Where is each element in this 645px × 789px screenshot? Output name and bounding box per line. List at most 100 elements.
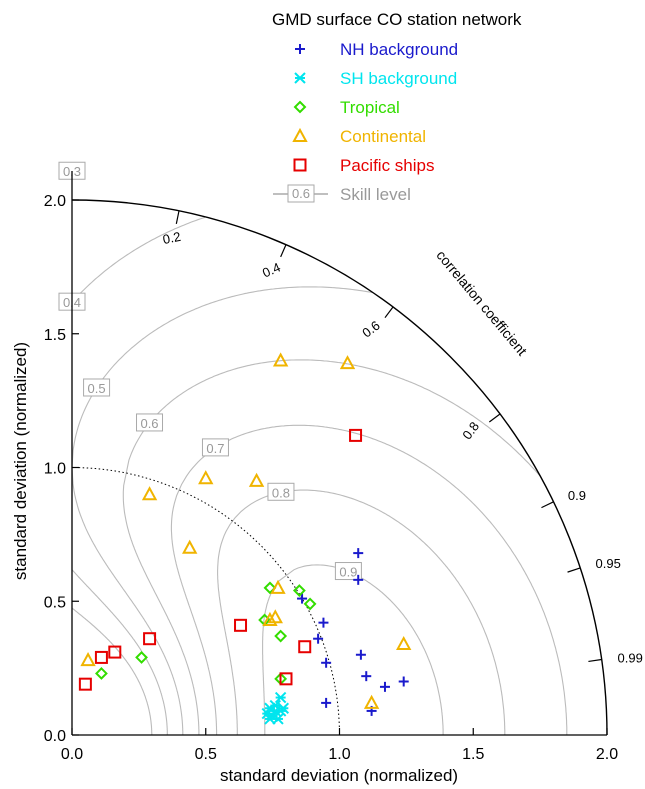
skill-label-text: 0.5	[88, 381, 106, 396]
correlation-tick-0.4	[280, 244, 287, 258]
point-pacific-ships-0	[349, 428, 363, 442]
reference-std-arc	[72, 467, 340, 735]
point-sh-background-9	[264, 702, 276, 714]
point-pacific-ships-7	[78, 677, 92, 691]
legend-entry-sh-background: SH background	[294, 69, 457, 88]
point-pacific-ships-2	[143, 632, 157, 646]
skill-label-0.7: 0.7	[201, 438, 229, 457]
skill-label-text: 0.6	[140, 416, 158, 431]
legend-skill-box	[287, 184, 315, 203]
legend-label-pacific-ships: Pacific ships	[340, 156, 434, 175]
correlation-tick-label-0.2: 0.2	[161, 229, 182, 247]
correlation-tick-label-0.9: 0.9	[568, 488, 586, 503]
correlation-tick-0.6	[384, 306, 394, 319]
skill-label-0.9: 0.9	[334, 562, 362, 581]
correlation-tick-label-0.99: 0.99	[618, 650, 643, 665]
correlation-tick-label-0.8: 0.8	[459, 419, 482, 442]
legend-entry-nh-background: NH background	[295, 40, 458, 59]
point-sh-background-6	[272, 713, 284, 725]
point-pacific-ships-5	[94, 650, 108, 664]
legend-marker-nh-background	[295, 44, 305, 54]
legend-entry-skill-level: 0.6 Skill level	[273, 184, 411, 204]
point-tropical-6	[95, 667, 108, 680]
skill-contour-0.8	[217, 489, 506, 735]
legend-skill-text: Skill level	[340, 185, 411, 204]
point-continental-3	[248, 472, 265, 487]
point-continental-0	[272, 352, 289, 367]
y-tick-label-0.0: 0.0	[44, 728, 66, 745]
point-nh-background-3	[318, 617, 329, 628]
skill-label-text: 0.8	[272, 485, 290, 500]
legend-marker-sh-background	[294, 72, 306, 84]
point-nh-background-6	[321, 657, 332, 668]
skill-label-box	[136, 413, 164, 432]
x-tick-label-0.0: 0.0	[61, 746, 83, 763]
correlation-tick-0.8	[488, 413, 501, 423]
point-nh-background-1	[353, 574, 364, 585]
point-pacific-ships-4	[108, 645, 122, 659]
legend-title: GMD surface CO station network	[272, 10, 522, 29]
y-tick-label-1.0: 1.0	[44, 461, 66, 478]
skill-label-box	[201, 438, 229, 457]
y-tick-label-0.5: 0.5	[44, 594, 66, 611]
point-continental-6	[270, 579, 286, 594]
point-nh-background-0	[353, 548, 364, 559]
point-continental-5	[182, 539, 198, 554]
skill-contour-0.4	[71, 216, 206, 735]
legend-entry-tropical: Tropical	[293, 98, 400, 117]
point-sh-background-0	[274, 691, 287, 704]
grid-layer: 0.30.40.50.60.70.80.9	[58, 161, 568, 735]
point-continental-11	[80, 652, 96, 667]
y-tick-label-1.5: 1.5	[44, 327, 66, 344]
legend-label-nh-background: NH background	[340, 40, 458, 59]
skill-label-text: 0.7	[206, 441, 224, 456]
point-nh-background-5	[355, 649, 366, 660]
outer-arc	[71, 199, 608, 736]
y-tick-label-2.0: 2.0	[44, 193, 66, 210]
x-tick-label-0.5: 0.5	[195, 746, 217, 763]
point-continental-9	[396, 635, 412, 651]
skill-label-0.5: 0.5	[83, 378, 111, 397]
point-nh-background-10	[321, 697, 332, 708]
x-tick-label-2.0: 2.0	[596, 746, 618, 763]
legend-skill-sample: 0.6	[292, 186, 310, 201]
point-nh-background-2	[297, 593, 308, 604]
skill-label-0.6: 0.6	[136, 413, 164, 432]
skill-label-box	[267, 482, 295, 501]
legend-marker-tropical	[293, 100, 307, 114]
correlation-tick-label-0.6: 0.6	[359, 318, 382, 341]
legend-label-tropical: Tropical	[340, 98, 400, 117]
legend-entry-pacific-ships: Pacific ships	[293, 156, 434, 175]
correlation-tick-label-0.95: 0.95	[596, 556, 621, 571]
skill-contour-0.7	[170, 424, 568, 735]
legend-entry-continental: Continental	[292, 127, 426, 146]
point-pacific-ships-3	[298, 640, 312, 654]
point-tropical-5	[135, 651, 148, 664]
point-tropical-0	[263, 581, 277, 595]
point-continental-8	[262, 611, 278, 626]
skill-label-text: 0.9	[339, 565, 357, 580]
point-continental-1	[339, 355, 356, 370]
correlation-title: correlation coefficient	[433, 247, 530, 359]
point-continental-4	[141, 486, 158, 501]
x-tick-label-1.0: 1.0	[328, 746, 350, 763]
marks-layer	[78, 352, 412, 725]
point-tropical-4	[274, 629, 288, 643]
legend-marker-pacific-ships	[293, 158, 307, 172]
legend-marker-continental	[292, 127, 308, 142]
point-sh-background-8	[277, 702, 290, 714]
y-axis-title: standard deviation (normalized)	[11, 342, 30, 580]
correlation-tick-0.2	[175, 210, 180, 225]
point-nh-background-7	[361, 671, 372, 682]
correlation-tick-label-0.4: 0.4	[260, 259, 283, 280]
legend-label-sh-background: SH background	[340, 69, 457, 88]
point-continental-2	[198, 470, 214, 485]
axes-layer: standard deviation (normalized) standard…	[11, 171, 643, 785]
correlation-tick-0.95	[567, 567, 581, 573]
legend: GMD surface CO station network NH backgr…	[272, 10, 522, 204]
x-axis-title: standard deviation (normalized)	[220, 766, 458, 785]
point-tropical-1	[292, 584, 306, 597]
point-pacific-ships-6	[279, 672, 293, 686]
skill-label-box	[83, 378, 111, 397]
point-nh-background-9	[398, 676, 409, 687]
